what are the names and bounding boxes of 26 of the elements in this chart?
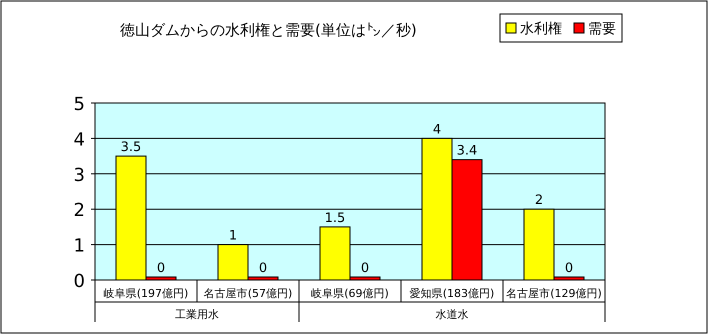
y-tick-label: 5 [74,94,85,115]
y-tick-label: 4 [74,129,85,150]
data-label: 0 [564,261,574,276]
x-tick-label: 愛知県(183億円) [410,287,494,300]
legend-label: 需要 [588,21,616,37]
y-tick-label: 1 [74,236,85,257]
text: 工業用水 [175,308,219,321]
data-label: 0 [258,261,268,276]
y-tick-label: 2 [74,200,85,222]
data-label: 3.4 [456,144,478,159]
x-tick-label: 名古屋市(57億円) [204,287,292,300]
legend-label: 水利権 [520,21,562,37]
text: 水道水 [436,308,468,321]
data-label: 2 [534,193,544,208]
data-label: 4 [432,122,442,138]
x-tick-label: 名古屋市(129億円) [506,287,602,300]
y-tick-label: 0 [74,271,85,292]
x-tick-label: 岐阜県(197億円) [104,287,188,300]
data-label: 0 [360,261,370,276]
data-label: 3.5 [120,140,142,156]
chart-title: 徳山ダムからの水利権と需要(単位は㌧／秒) [120,21,417,39]
data-label: 1.5 [324,210,346,226]
data-label: 1 [228,228,238,244]
x-tick-label: 岐阜県(69億円) [311,287,389,300]
data-label: 0 [156,261,166,276]
y-tick-label: 3 [74,164,85,186]
